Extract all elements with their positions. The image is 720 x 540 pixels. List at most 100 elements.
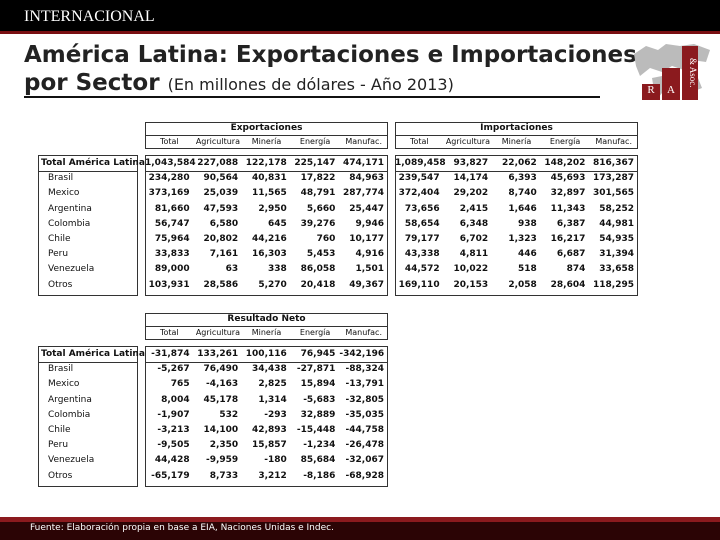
table-cell: 32,897 xyxy=(550,188,586,199)
row-label-box xyxy=(38,155,138,296)
table-cell: -5,683 xyxy=(303,394,336,405)
table-cell: -293 xyxy=(264,409,287,420)
column-header: Total xyxy=(159,328,179,337)
top-bar xyxy=(0,0,720,34)
row-label: Peru xyxy=(48,440,69,451)
table-cell: 49,367 xyxy=(349,279,384,290)
table-cell: 2,950 xyxy=(258,203,287,214)
column-header: Agricultura xyxy=(445,137,490,146)
table-cell: 645 xyxy=(267,218,287,229)
table-cell: 14,100 xyxy=(203,425,239,435)
table-cell: 4,811 xyxy=(459,249,489,260)
table-cell: 103,931 xyxy=(148,279,190,290)
table-cell: -9,505 xyxy=(157,440,190,451)
table-cell: 58,654 xyxy=(404,218,440,229)
table-cell: 28,604 xyxy=(550,279,586,290)
table-cell: 122,178 xyxy=(245,158,287,168)
table-cell: 6,687 xyxy=(556,249,586,260)
total-row-border xyxy=(395,171,638,173)
table-cell: 20,153 xyxy=(453,279,489,290)
table-cell: 4,916 xyxy=(355,249,384,260)
table-cell: 11,565 xyxy=(252,188,287,199)
table-cell: 2,415 xyxy=(459,203,489,214)
table-cell: 373,169 xyxy=(148,188,190,199)
row-label: Chile xyxy=(48,234,71,244)
table-cell: 40,831 xyxy=(252,173,287,184)
table-cell: 1,501 xyxy=(355,264,384,275)
column-header: Total xyxy=(159,137,179,146)
column-header: Manufac. xyxy=(595,137,632,146)
table-cell: 6,580 xyxy=(209,218,239,229)
row-label: Peru xyxy=(48,249,69,260)
table-cell: 133,261 xyxy=(197,349,239,359)
table-cell: 75,964 xyxy=(154,234,190,244)
table-cell: 15,894 xyxy=(300,379,336,390)
logo: R A & Asoc. xyxy=(632,40,714,102)
table-cell: 6,393 xyxy=(508,173,537,184)
table-cell: 118,295 xyxy=(592,279,634,290)
table-cell: 1,646 xyxy=(508,203,537,214)
bottom-bar xyxy=(0,517,720,540)
table-body xyxy=(395,155,638,296)
column-header: Agricultura xyxy=(195,328,240,337)
total-row-border xyxy=(145,171,388,173)
table-cell: 532 xyxy=(219,409,239,420)
table-cell: 44,216 xyxy=(252,234,287,244)
title: América Latina: Exportaciones e Importac… xyxy=(24,42,637,68)
row-label: Colombia xyxy=(48,409,91,420)
table-cell: 148,202 xyxy=(544,158,586,168)
table-cell: 45,693 xyxy=(550,173,586,184)
table-cell: 44,572 xyxy=(404,264,440,275)
title-line2: por Sector (En millones de dólares - Año… xyxy=(24,70,454,96)
table-cell: 8,740 xyxy=(508,188,537,199)
table-cell: -31,874 xyxy=(151,349,190,359)
total-row-border xyxy=(145,362,388,364)
total-row-border xyxy=(38,171,138,173)
table-cell: -342,196 xyxy=(339,349,385,359)
table-cell: 3,212 xyxy=(258,470,287,481)
table-cell: 90,564 xyxy=(203,173,239,184)
table-cell: 1,314 xyxy=(258,394,287,405)
table-cell: 2,825 xyxy=(258,379,287,390)
table-cell: -180 xyxy=(264,455,287,466)
column-header: Total xyxy=(409,137,429,146)
table-cell: 10,022 xyxy=(453,264,489,275)
row-label: Otros xyxy=(48,470,73,481)
table-cell: -8,186 xyxy=(303,470,336,481)
logo-letter: R xyxy=(642,84,660,100)
column-header: Manufac. xyxy=(345,137,382,146)
row-label: Mexico xyxy=(48,188,80,199)
table-cell: -35,035 xyxy=(345,409,384,420)
logo-letter: A xyxy=(662,68,680,100)
column-header: Energía xyxy=(549,137,581,146)
table-cell: 20,802 xyxy=(203,234,239,244)
table-cell: 34,438 xyxy=(252,364,287,375)
table-cell: 372,404 xyxy=(398,188,440,199)
table-cell: 1,323 xyxy=(508,234,537,244)
table-cell: 84,963 xyxy=(349,173,384,184)
footer: Fuente: Elaboración propia en base a EIA… xyxy=(30,523,334,533)
table-cell: 8,004 xyxy=(161,394,190,405)
table-cell: 85,684 xyxy=(300,455,336,466)
title-text: por Sector xyxy=(24,70,160,96)
table-cell: -15,448 xyxy=(296,425,336,435)
row-label: Brasil xyxy=(48,173,74,184)
table-cell: 225,147 xyxy=(294,158,336,168)
table-cell: -26,478 xyxy=(345,440,384,451)
table-cell: 5,453 xyxy=(306,249,336,260)
table-cell: 874 xyxy=(566,264,586,275)
table-cell: 56,747 xyxy=(154,218,190,229)
table-cell: -9,959 xyxy=(205,455,239,466)
table-cell: 518 xyxy=(517,264,537,275)
table-cell: 44,428 xyxy=(154,455,190,466)
row-label: Otros xyxy=(48,279,73,290)
row-label: Argentina xyxy=(48,394,92,405)
table-cell: 54,935 xyxy=(599,234,634,244)
column-header: Manufac. xyxy=(345,328,382,337)
table-cell: 93,827 xyxy=(453,158,489,168)
table-cell: 89,000 xyxy=(154,264,190,275)
table-cell: 86,058 xyxy=(300,264,336,275)
table-cell: -4,163 xyxy=(205,379,239,390)
row-label: Total América Latina xyxy=(41,349,145,359)
